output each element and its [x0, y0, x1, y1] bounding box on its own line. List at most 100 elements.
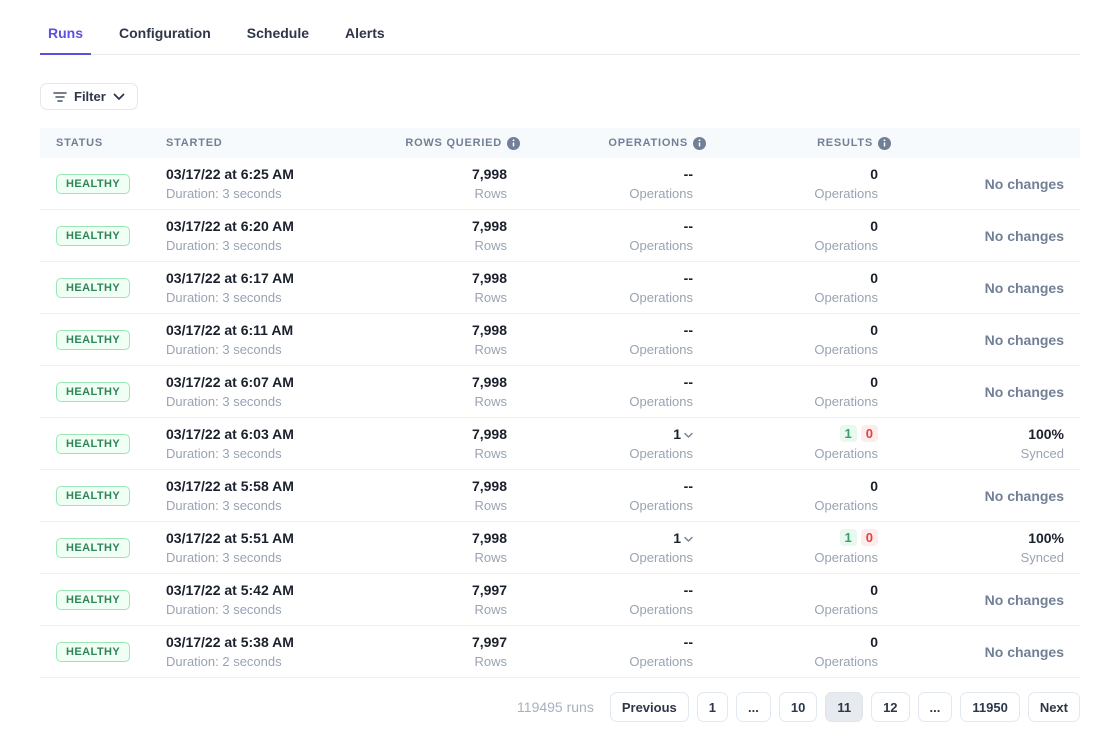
- outcome-primary: No changes: [984, 643, 1064, 660]
- status-cell: HEALTHY: [40, 589, 150, 610]
- outcome-primary: No changes: [984, 331, 1064, 348]
- results-cell: 0 Operations: [709, 165, 894, 202]
- page-button-1[interactable]: 1: [696, 692, 728, 722]
- info-icon[interactable]: [693, 136, 706, 150]
- tab-configuration[interactable]: Configuration: [119, 25, 211, 41]
- operations-cell: 1 Operations: [523, 529, 709, 566]
- info-icon[interactable]: [507, 136, 520, 150]
- column-header-results-label: RESULTS: [817, 137, 873, 149]
- operations-unit: Operations: [629, 654, 693, 669]
- results-unit: Operations: [814, 290, 878, 305]
- status-badge: HEALTHY: [56, 173, 131, 194]
- operations-value: 1: [673, 426, 681, 442]
- filter-button[interactable]: Filter: [40, 83, 138, 110]
- tab-schedule[interactable]: Schedule: [246, 25, 310, 41]
- rows-queried-value: 7,998: [471, 218, 507, 234]
- started-cell: 03/17/22 at 6:07 AM Duration: 3 seconds: [150, 373, 383, 410]
- tab-bar: Runs Configuration Schedule Alerts: [40, 15, 1080, 55]
- operations-chevron-down-icon[interactable]: [684, 432, 693, 439]
- status-badge: HEALTHY: [56, 277, 131, 298]
- operations-value: --: [683, 374, 693, 390]
- results-plain: 0: [870, 322, 878, 338]
- next-page-button[interactable]: Next: [1027, 692, 1080, 722]
- rows-queried-value: 7,998: [471, 270, 507, 286]
- page-button-12[interactable]: 12: [871, 692, 910, 722]
- page-button-11950[interactable]: 11950: [960, 692, 1020, 722]
- status-badge: HEALTHY: [56, 329, 131, 350]
- status-cell: HEALTHY: [40, 173, 150, 194]
- filter-icon: [53, 91, 67, 103]
- run-row[interactable]: HEALTHY 03/17/22 at 6:17 AM Duration: 3 …: [40, 262, 1080, 314]
- results-plain: 0: [870, 374, 878, 390]
- operations-cell: -- Operations: [523, 269, 709, 306]
- run-started: 03/17/22 at 6:17 AM: [166, 270, 294, 286]
- started-cell: 03/17/22 at 5:42 AM Duration: 3 seconds: [150, 581, 383, 618]
- page-ellipsis-button[interactable]: ...: [736, 692, 771, 722]
- outcome-secondary: Synced: [1020, 446, 1064, 461]
- run-duration: Duration: 3 seconds: [166, 602, 282, 617]
- rows-queried-cell: 7,998 Rows: [383, 425, 523, 462]
- status-badge: HEALTHY: [56, 381, 131, 402]
- rows-queried-unit: Rows: [474, 394, 507, 409]
- operations-unit: Operations: [629, 602, 693, 617]
- status-badge: HEALTHY: [56, 589, 131, 610]
- rows-queried-unit: Rows: [474, 602, 507, 617]
- page-button-10[interactable]: 10: [778, 692, 818, 722]
- column-header-operations-label: OPERATIONS: [608, 137, 688, 149]
- results-failed-chip: 0: [860, 425, 878, 442]
- run-duration: Duration: 3 seconds: [166, 446, 282, 461]
- rows-queried-value: 7,998: [471, 322, 507, 338]
- run-row[interactable]: HEALTHY 03/17/22 at 5:51 AM Duration: 3 …: [40, 522, 1080, 574]
- status-badge: HEALTHY: [56, 641, 131, 662]
- run-started: 03/17/22 at 6:07 AM: [166, 374, 294, 390]
- operations-value: --: [683, 218, 693, 234]
- rows-queried-cell: 7,998 Rows: [383, 269, 523, 306]
- outcome-cell: 100% Synced: [894, 425, 1080, 462]
- operations-cell: 1 Operations: [523, 425, 709, 462]
- results-cell: 0 Operations: [709, 269, 894, 306]
- run-row[interactable]: HEALTHY 03/17/22 at 5:42 AM Duration: 3 …: [40, 574, 1080, 626]
- operations-unit: Operations: [629, 394, 693, 409]
- run-row[interactable]: HEALTHY 03/17/22 at 6:03 AM Duration: 3 …: [40, 418, 1080, 470]
- results-unit: Operations: [814, 446, 878, 461]
- results-plain: 0: [870, 634, 878, 650]
- info-icon[interactable]: [878, 136, 891, 150]
- results-plain: 0: [870, 270, 878, 286]
- operations-unit: Operations: [629, 550, 693, 565]
- results-unit: Operations: [814, 238, 878, 253]
- operations-chevron-down-icon[interactable]: [684, 536, 693, 543]
- page-button-11[interactable]: 11: [825, 692, 864, 722]
- run-row[interactable]: HEALTHY 03/17/22 at 5:58 AM Duration: 3 …: [40, 470, 1080, 522]
- run-row[interactable]: HEALTHY 03/17/22 at 6:20 AM Duration: 3 …: [40, 210, 1080, 262]
- rows-queried-unit: Rows: [474, 186, 507, 201]
- rows-queried-unit: Rows: [474, 498, 507, 513]
- outcome-primary: 100%: [1028, 426, 1064, 442]
- rows-queried-unit: Rows: [474, 550, 507, 565]
- rows-queried-value: 7,998: [471, 166, 507, 182]
- results-success-chip: 1: [839, 529, 857, 546]
- operations-unit: Operations: [629, 342, 693, 357]
- run-row[interactable]: HEALTHY 03/17/22 at 6:25 AM Duration: 3 …: [40, 158, 1080, 210]
- results-unit: Operations: [814, 186, 878, 201]
- tab-runs[interactable]: Runs: [40, 15, 91, 55]
- filter-button-label: Filter: [74, 89, 106, 104]
- operations-cell: -- Operations: [523, 321, 709, 358]
- operations-unit: Operations: [629, 186, 693, 201]
- tab-alerts[interactable]: Alerts: [345, 25, 385, 41]
- run-started: 03/17/22 at 6:03 AM: [166, 426, 294, 442]
- operations-cell: -- Operations: [523, 373, 709, 410]
- run-duration: Duration: 3 seconds: [166, 238, 282, 253]
- run-row[interactable]: HEALTHY 03/17/22 at 5:38 AM Duration: 2 …: [40, 626, 1080, 678]
- run-duration: Duration: 3 seconds: [166, 342, 282, 357]
- status-cell: HEALTHY: [40, 433, 150, 454]
- previous-page-button[interactable]: Previous: [609, 692, 689, 722]
- run-duration: Duration: 3 seconds: [166, 550, 282, 565]
- results-cell: 0 Operations: [709, 217, 894, 254]
- page-ellipsis-button[interactable]: ...: [917, 692, 953, 722]
- run-row[interactable]: HEALTHY 03/17/22 at 6:07 AM Duration: 3 …: [40, 366, 1080, 418]
- runs-table-header: STATUS STARTED ROWS QUERIED OPERATIONS R…: [40, 128, 1080, 158]
- run-row[interactable]: HEALTHY 03/17/22 at 6:11 AM Duration: 3 …: [40, 314, 1080, 366]
- operations-value: 1: [673, 530, 681, 546]
- outcome-cell: No changes: [894, 643, 1080, 661]
